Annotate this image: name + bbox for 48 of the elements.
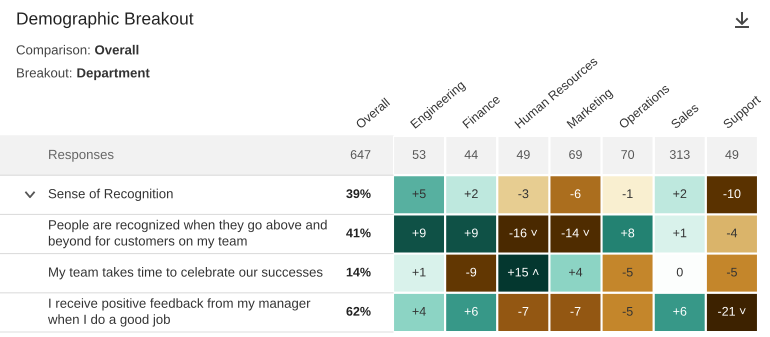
text: Breakout: Department (17, 68, 150, 80)
y2-tick-label: 39% (346, 189, 371, 198)
data-label: -14 ˅ (562, 228, 590, 238)
text: 69 (569, 150, 582, 159)
data-label: +1 (412, 268, 426, 276)
text: Demographic Breakout (17, 12, 194, 28)
data-label: +1 (673, 228, 686, 238)
data-label: +2 (464, 189, 478, 198)
data-label: +4 (568, 268, 582, 276)
data-label: +9 (412, 228, 426, 238)
text: Comparison: Overall (16, 44, 138, 58)
data-label: -5 (622, 268, 633, 277)
text: 53 (412, 150, 426, 159)
data-label: +2 (673, 189, 686, 198)
data-label: +6 (673, 306, 686, 316)
data-label: -7 (518, 307, 528, 316)
y2-tick-label: 62% (346, 306, 371, 316)
data-label: -21 ˅ (718, 306, 746, 316)
y2-tick-label: 41% (346, 228, 371, 238)
y-tick-label: Responses (49, 150, 114, 162)
text: 49 (725, 150, 738, 159)
data-label: -4 (726, 228, 738, 238)
data-label: +15 ˄ (508, 268, 539, 277)
y-tick-label: Sense of Recognition (48, 188, 173, 201)
data-label: -1 (622, 189, 633, 198)
data-label: -5 (622, 307, 633, 316)
y2-tick-label: 14% (346, 268, 371, 277)
data-label: +8 (621, 228, 634, 238)
data-label: -5 (726, 268, 737, 277)
text: 49 (516, 150, 530, 159)
text: 70 (621, 150, 634, 159)
y-tick-label: I receive positive feedback from my manager when I do a good job (48, 298, 310, 327)
data-label: +4 (412, 307, 426, 316)
y-tick-label: People are recognized when they go above and beyond for customers on my team (48, 220, 327, 248)
data-label: -6 (570, 189, 581, 198)
data-label: +9 (464, 228, 478, 238)
y2-tick-label: 647 (350, 150, 370, 159)
data-label: -7 (570, 307, 580, 316)
data-label: +6 (464, 306, 478, 316)
data-label: -9 (466, 268, 476, 277)
data-label: -3 (518, 189, 528, 198)
data-label: -10 (723, 189, 740, 198)
data-label: -16 ˅ (509, 228, 538, 238)
text: 313 (670, 150, 690, 159)
y-tick-label: My team takes time to celebrate our successes (49, 267, 323, 280)
data-label: +5 (412, 189, 426, 198)
data-label: 0 (676, 268, 683, 277)
text: 44 (464, 150, 478, 159)
